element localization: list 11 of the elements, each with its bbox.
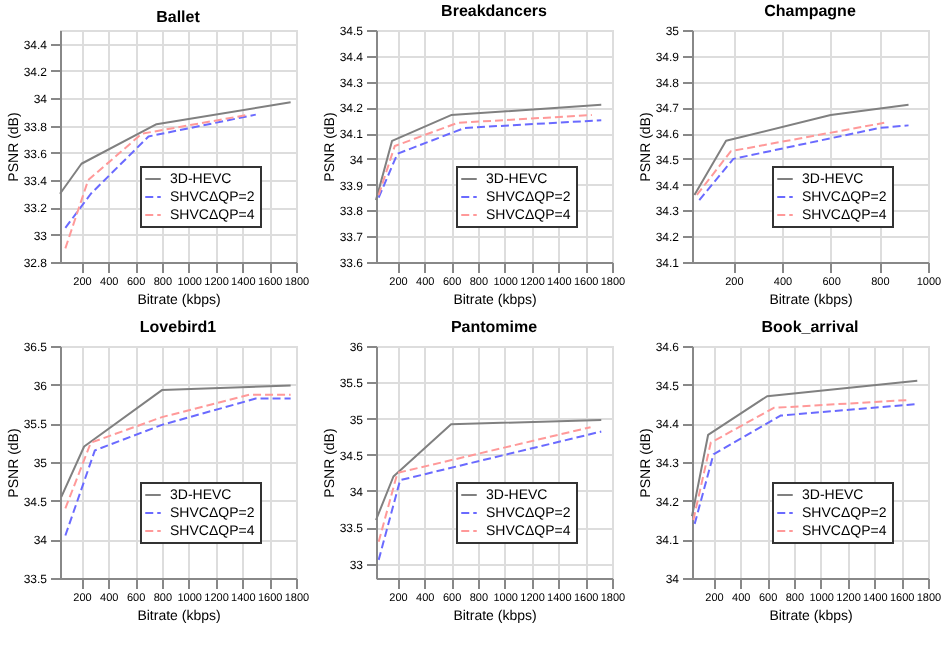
line-series <box>64 113 251 250</box>
line-series <box>698 124 910 202</box>
line-series <box>64 397 292 537</box>
chart-title: Breakdancers <box>441 2 549 20</box>
chart-title: Pantomime <box>450 318 539 336</box>
line-series <box>64 393 292 510</box>
chart-title: Lovebird1 <box>139 318 218 336</box>
line-series <box>64 113 257 229</box>
chart-title: Book_arrival <box>761 318 859 336</box>
chart-title: Ballet <box>156 8 201 26</box>
chart-title: Champagne <box>764 2 857 20</box>
